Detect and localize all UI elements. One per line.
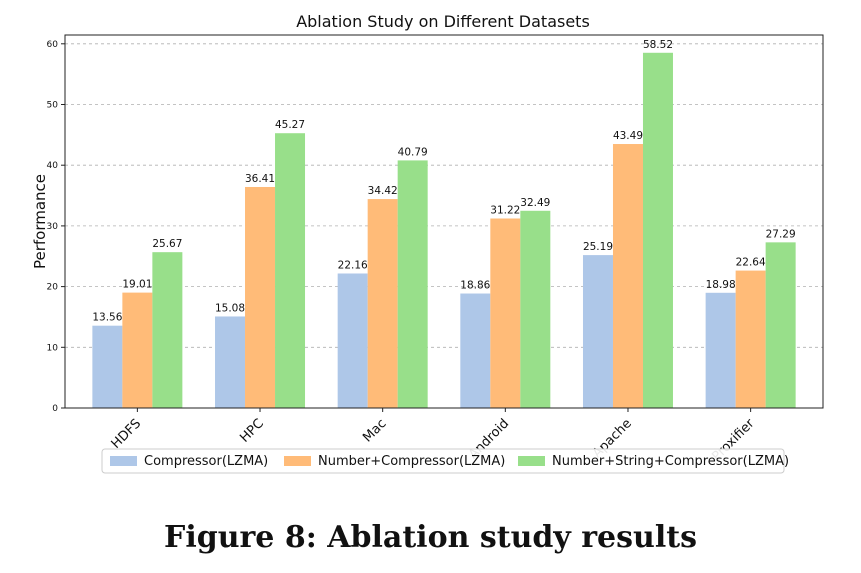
y-tick-label: 10 [47, 343, 59, 353]
bar [582, 255, 613, 408]
data-label: 19.01 [122, 279, 152, 291]
bar [735, 270, 766, 408]
data-label: 25.67 [152, 238, 182, 250]
legend-label: Number+Compressor(LZMA) [318, 454, 505, 469]
plot-frame [64, 34, 824, 409]
legend-swatch [284, 456, 311, 466]
x-tick-label: HPC [237, 416, 266, 445]
gridlines [65, 43, 823, 348]
data-label: 36.41 [245, 173, 275, 185]
bar [215, 316, 246, 408]
legend-swatch [518, 456, 545, 466]
y-tick-label: 50 [47, 101, 59, 111]
y-axis-label: Performance [31, 174, 49, 269]
data-label: 18.98 [706, 279, 736, 291]
bar [337, 273, 368, 408]
bar [612, 144, 643, 408]
bar [367, 199, 398, 408]
bar-chart: Ablation Study on Different Datasets 13.… [31, 12, 824, 474]
legend-box [101, 448, 785, 474]
y-tick-label: 60 [47, 40, 59, 50]
bars [92, 52, 796, 408]
data-label: 13.56 [92, 312, 122, 324]
data-label: 25.19 [583, 241, 613, 253]
chart-title: Ablation Study on Different Datasets [296, 12, 590, 31]
y-tick-label: 40 [47, 161, 59, 171]
bar [705, 292, 736, 408]
bar [642, 52, 673, 408]
bar [397, 160, 428, 408]
bar [152, 252, 183, 408]
x-tick-label: HDFS [109, 416, 145, 452]
legend-label: Compressor(LZMA) [144, 454, 268, 469]
bar [520, 210, 551, 408]
bar [245, 186, 276, 408]
bar [275, 133, 306, 408]
data-label: 27.29 [766, 228, 796, 240]
legend: Compressor(LZMA) Number+Compressor(LZMA) N… [101, 448, 789, 474]
legend-label: Number+String+Compressor(LZMA) [552, 454, 789, 469]
data-label: 40.79 [398, 146, 428, 158]
data-label: 58.52 [643, 39, 673, 51]
data-label: 15.08 [215, 302, 245, 314]
bar [92, 325, 123, 408]
data-label: 34.42 [368, 185, 398, 197]
figure-caption: Figure 8: Ablation study results [164, 520, 697, 555]
x-tick-label: Mac [360, 416, 389, 445]
y-axis-ticks: 0 10 20 30 40 50 60 [47, 40, 65, 414]
data-label: 32.49 [520, 197, 550, 209]
data-label: 31.22 [490, 204, 520, 216]
bar [122, 292, 153, 408]
data-label: 43.49 [613, 130, 643, 142]
data-label: 18.86 [460, 280, 490, 292]
bar [460, 293, 491, 408]
bar [765, 242, 796, 408]
bar [490, 218, 521, 408]
y-tick-label: 30 [47, 222, 59, 232]
data-label: 45.27 [275, 119, 305, 131]
y-tick-label: 20 [47, 283, 59, 293]
data-label: 22.64 [736, 257, 766, 269]
y-tick-label: 0 [52, 404, 58, 414]
data-labels: 13.56 19.01 25.67 15.08 36.41 45.27 22.16 34.42… [92, 39, 795, 324]
data-label: 22.16 [338, 259, 368, 271]
legend-swatch [110, 456, 137, 466]
